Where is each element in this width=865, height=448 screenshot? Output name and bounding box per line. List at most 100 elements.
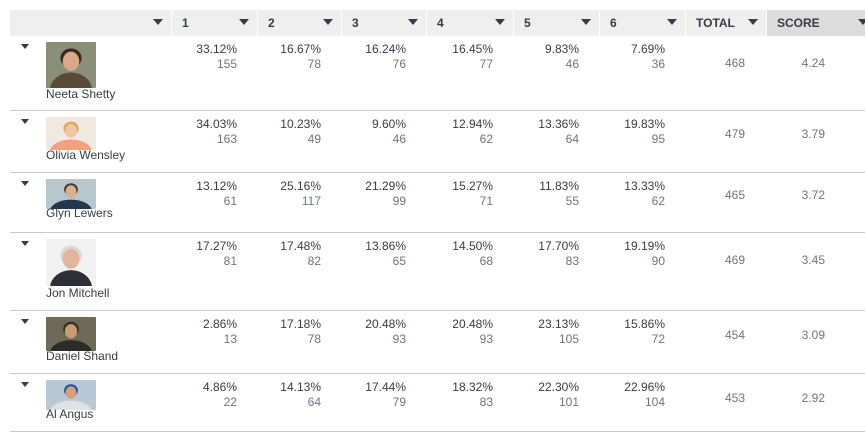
chevron-down-icon[interactable]: [858, 19, 865, 25]
table-row: Glyn Lewers 13.12% 61 25.16% 117 21.29% 99 15.2…: [10, 173, 865, 233]
total-value: 479: [724, 127, 745, 141]
table-row: Neeta Shetty 33.12% 155 16.67% 78 16.24% 76 16.…: [10, 36, 865, 111]
count-value: 46: [392, 132, 406, 146]
percentage-value: 20.48%: [365, 317, 406, 331]
count-value: 61: [223, 194, 237, 208]
count-value: 64: [307, 395, 321, 409]
percentage-value: 14.50%: [452, 239, 493, 253]
respondent-cell: Glyn Lewers: [10, 173, 172, 232]
expand-toggle-icon[interactable]: [21, 382, 29, 387]
rating-cell: 21.29% 99: [342, 173, 427, 232]
column-header-5[interactable]: 5: [514, 10, 600, 36]
chevron-down-icon[interactable]: [581, 19, 591, 25]
rating-cell: 20.48% 93: [342, 311, 427, 373]
count-value: 46: [565, 57, 579, 71]
chevron-down-icon[interactable]: [667, 19, 677, 25]
rating-cell: 23.13% 105: [514, 311, 600, 373]
percentage-value: 13.33%: [624, 179, 665, 193]
score-value: 4.24: [801, 56, 825, 70]
column-header-1[interactable]: 1: [172, 10, 258, 36]
count-value: 117: [301, 194, 321, 208]
column-header-6[interactable]: 6: [600, 10, 686, 36]
total-cell: 479: [686, 111, 767, 172]
total-value: 465: [724, 188, 745, 202]
percentage-value: 19.19%: [624, 239, 665, 253]
chevron-down-icon[interactable]: [408, 19, 418, 25]
count-value: 83: [565, 254, 579, 268]
rating-cell: 18.32% 83: [427, 374, 514, 431]
count-value: 71: [479, 194, 493, 208]
column-header-score[interactable]: SCORE: [767, 10, 865, 36]
column-header-total[interactable]: TOTAL: [686, 10, 767, 36]
rating-cell: 10.23% 49: [258, 111, 342, 172]
chevron-down-icon[interactable]: [495, 19, 505, 25]
results-table: 1 2 3 4 5 6 TOTAL SCORE Neeta Shetty 33.1…: [10, 10, 865, 432]
score-value: 2.92: [801, 391, 825, 405]
rating-cell: 11.83% 55: [514, 173, 600, 232]
rating-cell: 13.36% 64: [514, 111, 600, 172]
count-value: 64: [565, 132, 579, 146]
percentage-value: 2.86%: [202, 317, 237, 331]
percentage-value: 19.83%: [624, 117, 665, 131]
count-value: 78: [307, 332, 321, 346]
column-header-2[interactable]: 2: [258, 10, 342, 36]
count-value: 104: [644, 395, 665, 409]
count-value: 55: [565, 194, 579, 208]
count-value: 72: [651, 332, 665, 346]
percentage-value: 15.27%: [452, 179, 493, 193]
respondent-name: Glyn Lewers: [46, 206, 113, 220]
percentage-value: 23.13%: [538, 317, 579, 331]
expand-toggle-icon[interactable]: [21, 319, 29, 324]
rating-cell: 7.69% 36: [600, 36, 686, 110]
chevron-down-icon[interactable]: [323, 19, 333, 25]
total-cell: 469: [686, 233, 767, 310]
count-value: 163: [216, 132, 237, 146]
rating-cell: 2.86% 13: [172, 311, 258, 373]
respondent-name: Jon Mitchell: [46, 286, 110, 300]
respondent-name: Daniel Shand: [46, 349, 119, 363]
count-value: 81: [223, 254, 237, 268]
percentage-value: 11.83%: [539, 179, 579, 193]
rating-cell: 13.86% 65: [342, 233, 427, 310]
chevron-down-icon[interactable]: [153, 19, 163, 25]
chevron-down-icon[interactable]: [239, 19, 249, 25]
count-value: 22: [223, 395, 237, 409]
count-value: 93: [392, 332, 406, 346]
rating-cell: 15.27% 71: [427, 173, 514, 232]
column-header-4[interactable]: 4: [427, 10, 514, 36]
percentage-value: 16.67%: [280, 42, 321, 56]
expand-toggle-icon[interactable]: [21, 44, 29, 49]
percentage-value: 13.86%: [365, 239, 406, 253]
column-header-3[interactable]: 3: [342, 10, 427, 36]
avatar: [46, 42, 96, 88]
percentage-value: 10.23%: [280, 117, 321, 131]
expand-toggle-icon[interactable]: [21, 241, 29, 246]
percentage-value: 25.16%: [280, 179, 321, 193]
avatar: [46, 380, 96, 410]
percentage-value: 16.24%: [365, 42, 406, 56]
count-value: 77: [479, 57, 493, 71]
rating-cell: 13.12% 61: [172, 173, 258, 232]
rating-cell: 14.50% 68: [427, 233, 514, 310]
percentage-value: 22.30%: [538, 380, 579, 394]
percentage-value: 18.32%: [452, 380, 493, 394]
total-cell: 468: [686, 36, 767, 110]
percentage-value: 14.13%: [280, 380, 321, 394]
table-header: 1 2 3 4 5 6 TOTAL SCORE: [10, 10, 865, 36]
chevron-down-icon[interactable]: [748, 19, 758, 25]
count-value: 105: [558, 332, 579, 346]
expand-toggle-icon[interactable]: [21, 119, 29, 124]
count-value: 62: [651, 194, 665, 208]
respondent-cell: Neeta Shetty: [10, 36, 172, 110]
rating-cell: 19.83% 95: [600, 111, 686, 172]
column-header-name[interactable]: [10, 10, 172, 36]
table-body: Neeta Shetty 33.12% 155 16.67% 78 16.24% 76 16.…: [10, 36, 865, 432]
expand-toggle-icon[interactable]: [21, 181, 29, 186]
rating-cell: 34.03% 163: [172, 111, 258, 172]
score-value: 3.09: [801, 328, 825, 342]
count-value: 101: [558, 395, 579, 409]
percentage-value: 20.48%: [452, 317, 493, 331]
rating-cell: 17.44% 79: [342, 374, 427, 431]
respondent-name: Neeta Shetty: [46, 87, 116, 101]
percentage-value: 13.12%: [196, 179, 237, 193]
